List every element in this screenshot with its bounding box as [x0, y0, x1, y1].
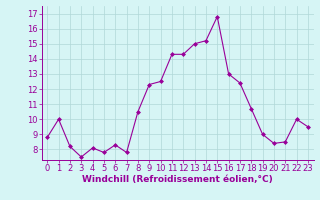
X-axis label: Windchill (Refroidissement éolien,°C): Windchill (Refroidissement éolien,°C): [82, 175, 273, 184]
